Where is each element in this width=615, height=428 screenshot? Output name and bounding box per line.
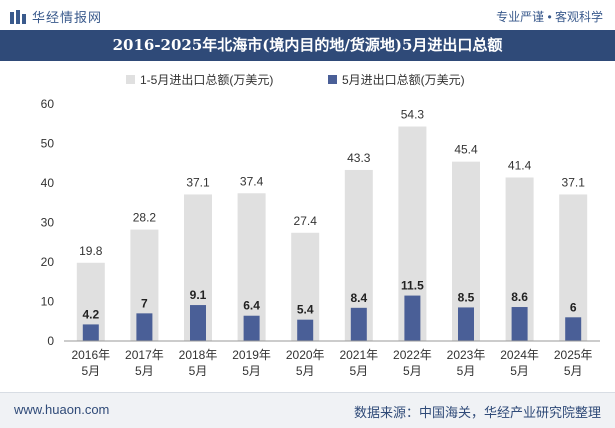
bar-may: [565, 317, 582, 341]
x-tick-label-month: 5月: [135, 364, 154, 378]
bar-cumulative: [559, 194, 588, 341]
bar-may: [243, 315, 260, 341]
data-label-may: 11.5: [401, 279, 424, 293]
legend-swatch-1: [126, 75, 135, 84]
bar-chart: 1-5月进出口总额(万美元) 5月进出口总额(万美元) 0102030405060…: [41, 73, 600, 378]
x-tick-label-year: 2024年: [500, 348, 539, 362]
legend-label-2: 5月进出口总额(万美元): [342, 73, 465, 87]
data-label-may: 6: [570, 300, 577, 314]
footer: www.huaon.com 数据来源：中国海关，华经产业研究院整理: [0, 392, 615, 428]
x-tick-label-month: 5月: [457, 364, 476, 378]
chart-legend: 1-5月进出口总额(万美元) 5月进出口总额(万美元): [126, 73, 465, 87]
x-tick-label-year: 2016年: [71, 348, 110, 362]
y-tick-label: 10: [41, 295, 55, 309]
brand-name: 华经情报网: [32, 10, 103, 25]
x-tick-label-year: 2022年: [393, 348, 432, 362]
legend-label-1: 1-5月进出口总额(万美元): [140, 73, 273, 87]
chart-title: 2016-2025年北海市(境内目的地/货源地)5月进出口总额: [0, 30, 615, 61]
bar-may: [297, 319, 314, 341]
x-tick-label-month: 5月: [510, 364, 529, 378]
legend-swatch-2: [328, 75, 337, 84]
brand-logo-icon: [10, 9, 26, 24]
y-tick-label: 40: [41, 176, 55, 190]
data-label-cumulative: 41.4: [508, 158, 532, 172]
data-label-cumulative: 45.4: [454, 143, 478, 157]
footer-url[interactable]: www.huaon.com: [14, 402, 110, 417]
x-tick-label-month: 5月: [296, 364, 315, 378]
data-label-may: 8.5: [458, 290, 475, 304]
bar-may: [350, 307, 367, 341]
bar-may: [404, 295, 421, 341]
data-label-may: 7: [141, 296, 148, 310]
y-tick-label: 60: [41, 97, 55, 111]
footer-source: 数据来源：中国海关，华经产业研究院整理: [353, 405, 601, 420]
data-label-cumulative: 37.1: [186, 175, 210, 189]
data-label-may: 8.6: [511, 290, 528, 304]
data-label-may: 4.2: [82, 307, 99, 321]
x-tick-label-year: 2018年: [179, 348, 218, 362]
data-label-cumulative: 19.8: [79, 244, 103, 258]
data-label-cumulative: 37.4: [240, 174, 264, 188]
top-bar: 华经情报网 专业严谨 • 客观科学: [0, 0, 615, 30]
data-label-may: 9.1: [190, 288, 207, 302]
data-label-cumulative: 37.1: [562, 175, 586, 189]
x-tick-label-year: 2017年: [125, 348, 164, 362]
y-tick-label: 20: [41, 255, 55, 269]
x-tick-label-month: 5月: [189, 364, 208, 378]
x-tick-label-month: 5月: [564, 364, 583, 378]
bar-group: 19.8 4.2 28.2 7 37.1 9.1 37.4 6.4 27.4 5.4 43.3 8.4…: [76, 108, 588, 341]
x-tick-label-month: 5月: [403, 364, 422, 378]
data-label-cumulative: 28.2: [133, 211, 157, 225]
bar-may: [511, 307, 528, 341]
y-tick-label: 50: [41, 137, 55, 151]
x-tick-label-year: 2023年: [447, 348, 486, 362]
y-tick-label: 0: [47, 334, 54, 348]
x-tick-label-month: 5月: [81, 364, 100, 378]
data-label-may: 6.4: [243, 299, 260, 313]
x-tick-label-month: 5月: [349, 364, 368, 378]
data-label-may: 5.4: [297, 303, 314, 317]
x-tick-label-year: 2020年: [286, 348, 325, 362]
bar-may: [458, 307, 474, 341]
brand: 华经情报网: [10, 7, 102, 26]
tagline: 专业严谨 • 客观科学: [496, 10, 603, 24]
x-tick-label-year: 2025年: [554, 348, 593, 362]
bar-may: [190, 305, 206, 341]
y-tick-label: 30: [41, 216, 55, 230]
bar-may: [82, 324, 99, 341]
data-label-may: 8.4: [350, 291, 367, 305]
x-tick-label-month: 5月: [242, 364, 261, 378]
bar-may: [136, 313, 153, 341]
y-axis: 0 10 20 30 40 50 60: [41, 97, 55, 348]
data-label-cumulative: 27.4: [294, 214, 318, 228]
x-axis: 2016年 5月 2017年 5月 2018年 5月 2019年 5月 2020年 5月 2021年…: [64, 340, 600, 378]
data-label-cumulative: 54.3: [401, 108, 425, 122]
x-tick-label-year: 2019年: [232, 348, 271, 362]
data-label-cumulative: 43.3: [347, 151, 371, 165]
x-tick-label-year: 2021年: [339, 348, 378, 362]
